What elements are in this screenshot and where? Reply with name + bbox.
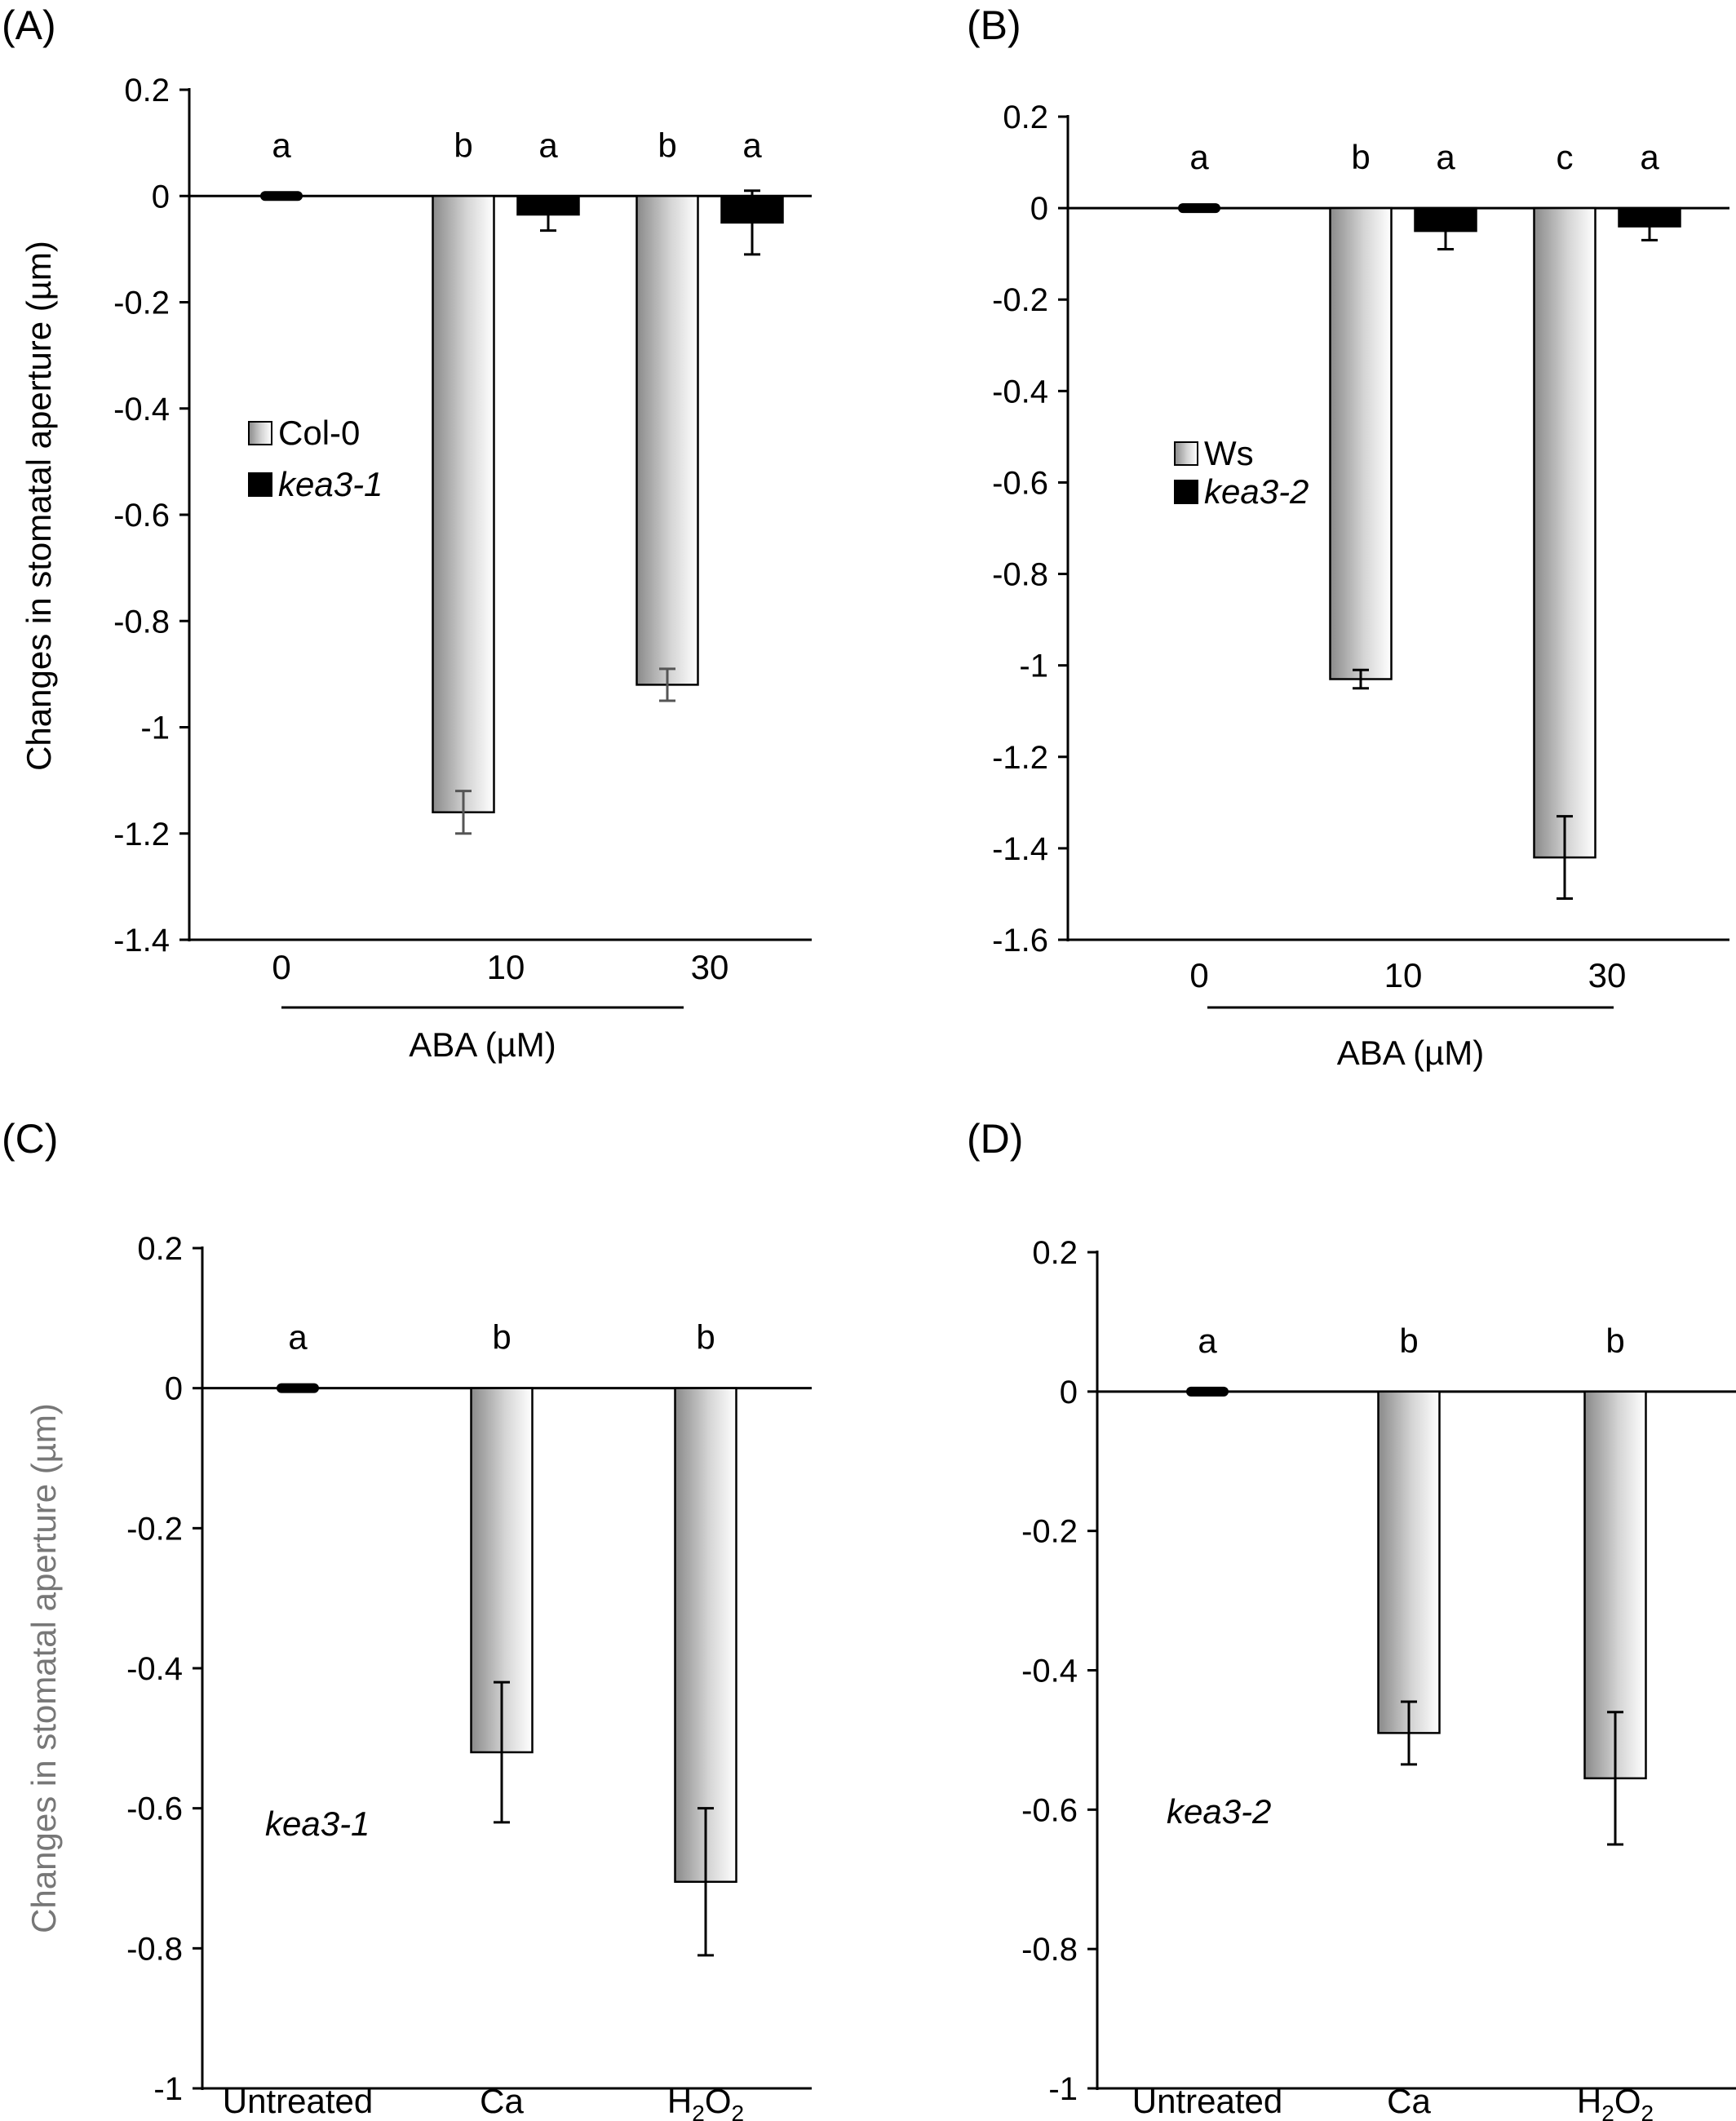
panel-label-c: (C)	[2, 1116, 59, 1162]
bar	[1533, 206, 1596, 859]
bar-zero-marker	[1186, 1386, 1229, 1397]
x-tick-label: 30	[691, 948, 729, 986]
y-tick-label: -1.4	[992, 831, 1048, 867]
significance-letter: b	[1605, 1322, 1624, 1360]
bar-zero-marker	[260, 191, 303, 201]
chart-panel-d: 0.2 0 -0.2 -0.4 -0.6 -0.8 -1 Untreated Ca H2O2 a b b…	[1021, 1235, 1736, 2121]
x-axis-label: ABA (µM)	[1337, 1034, 1485, 1072]
y-tick-label: 0	[1060, 1375, 1078, 1410]
y-tick-label: -1	[140, 711, 170, 746]
x-tick-label: 0	[272, 948, 290, 986]
significance-letter: b	[696, 1318, 715, 1357]
bar	[1377, 1390, 1441, 1734]
y-tick-label: -0.4	[126, 1651, 183, 1687]
y-tick-label: 0.2	[124, 73, 170, 108]
significance-letter: a	[1198, 1322, 1217, 1360]
y-tick-label: 0.2	[1032, 1235, 1078, 1271]
x-tick-label: 10	[1384, 956, 1423, 994]
significance-letter: a	[288, 1318, 308, 1357]
bar-zero-marker	[1178, 203, 1220, 214]
y-tick-label: -0.2	[126, 1511, 183, 1547]
y-tick-label: -0.2	[113, 286, 170, 321]
x-tick-label: 10	[487, 948, 525, 986]
panel-label-b: (B)	[967, 2, 1021, 48]
y-tick-label: -0.8	[126, 1931, 183, 1967]
significance-letter: b	[1399, 1322, 1418, 1360]
y-tick-label: -1.4	[113, 923, 170, 959]
significance-letter: b	[492, 1318, 511, 1357]
y-tick-label: -0.2	[992, 282, 1048, 318]
significance-letter: a	[1640, 138, 1659, 176]
panel-annotation: kea3-2	[1167, 1792, 1271, 1831]
x-tick-label: 30	[1588, 956, 1627, 994]
y-tick-label: 0	[1030, 191, 1048, 227]
y-tick-label: -0.4	[992, 374, 1048, 410]
y-tick-label: 0.2	[1003, 100, 1048, 135]
y-axis-label: Changes in stomatal aperture (µm)	[20, 241, 58, 771]
y-tick-label: -0.6	[992, 465, 1048, 501]
legend-label: Col-0	[278, 414, 360, 452]
y-tick-label: 0	[165, 1371, 183, 1407]
chart-panel-b: 0.2 0 -0.2 -0.4 -0.6 -0.8 -1 -1.2 -1.4 -1.6 0 10 30 A…	[992, 100, 1729, 1072]
significance-letter: c	[1557, 138, 1574, 176]
x-axis-label: ABA (µM)	[409, 1025, 556, 1064]
y-tick-label: -0.4	[1021, 1654, 1078, 1689]
significance-letter: a	[538, 126, 558, 164]
significance-letter: b	[1351, 138, 1370, 176]
significance-letter: a	[1436, 138, 1455, 176]
x-tick-label: Ca	[1387, 2082, 1431, 2120]
y-tick-label: -0.2	[1021, 1514, 1078, 1550]
x-tick-label: Ca	[480, 2082, 524, 2120]
x-tick-label: Untreated	[223, 2082, 373, 2120]
y-tick-label: -1.6	[992, 923, 1048, 959]
x-tick-label: Untreated	[1132, 2082, 1282, 2120]
y-tick-label: -0.6	[1021, 1792, 1078, 1828]
legend-swatch	[248, 421, 272, 445]
bar	[432, 195, 495, 813]
chart-panel-a: 0.2 0 -0.2 -0.4 -0.6 -0.8 -1 -1.2 -1.4 Changes in…	[20, 73, 812, 1064]
legend-label: Ws	[1204, 434, 1254, 472]
significance-letter: a	[742, 126, 762, 164]
y-tick-label: -1	[1019, 649, 1048, 684]
x-tick-label: H2O2	[1577, 2082, 1654, 2121]
y-tick-label: -0.8	[992, 557, 1048, 593]
significance-letter: b	[454, 126, 472, 164]
y-tick-label: -1	[153, 2071, 183, 2107]
y-tick-label: -0.8	[113, 604, 170, 640]
legend-label: kea3-2	[1204, 472, 1309, 511]
y-tick-label: -0.6	[126, 1791, 183, 1827]
y-tick-label: -0.8	[1021, 1932, 1078, 1968]
significance-letter: b	[658, 126, 676, 164]
panel-annotation: kea3-1	[265, 1804, 370, 1843]
panel-label-d: (D)	[967, 1116, 1024, 1162]
x-tick-label: H2O2	[667, 2082, 744, 2121]
y-tick-label: -1.2	[992, 740, 1048, 776]
x-tick-label: 0	[1189, 956, 1208, 994]
legend-swatch	[1174, 441, 1198, 466]
y-axis-label: Changes in stomatal aperture (µm)	[24, 1403, 63, 1933]
chart-panel-c: 0.2 0 -0.2 -0.4 -0.6 -0.8 -1 Changes in stomata…	[24, 1231, 812, 2121]
legend-swatch	[1174, 480, 1198, 504]
significance-letter: a	[272, 126, 291, 164]
y-tick-label: 0.2	[137, 1231, 183, 1267]
legend-swatch	[248, 472, 272, 497]
panel-label-a: (A)	[2, 2, 56, 48]
bar-zero-marker	[277, 1383, 319, 1393]
y-tick-label: -1	[1048, 2071, 1078, 2107]
bar	[1329, 206, 1393, 680]
bar	[636, 195, 699, 686]
significance-letter: a	[1189, 138, 1209, 176]
y-tick-label: -0.6	[113, 498, 170, 534]
y-tick-label: 0	[152, 179, 170, 215]
y-tick-label: -1.2	[113, 817, 170, 852]
y-tick-label: -0.4	[113, 392, 170, 427]
legend-label: kea3-1	[278, 465, 383, 503]
